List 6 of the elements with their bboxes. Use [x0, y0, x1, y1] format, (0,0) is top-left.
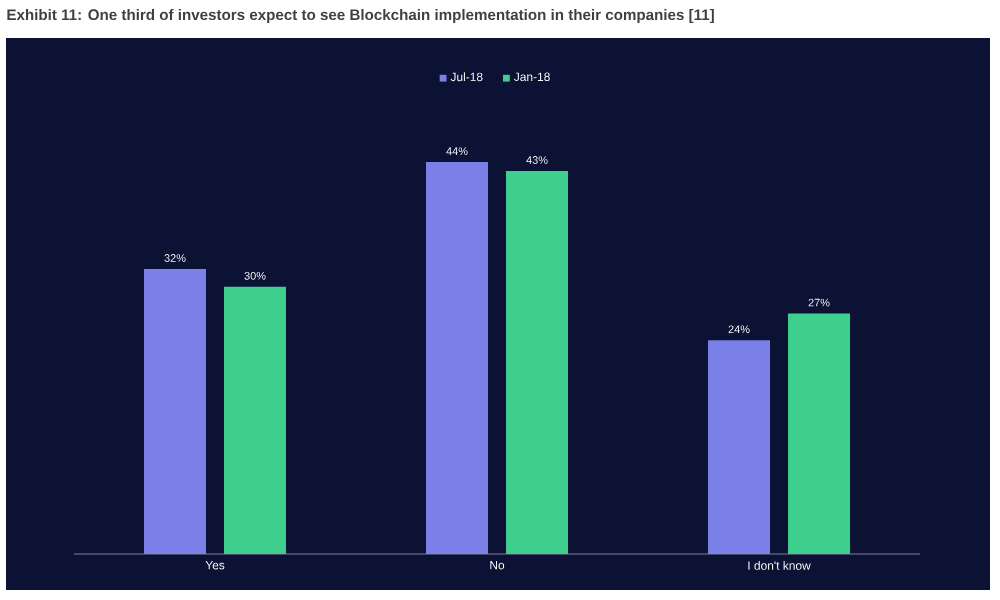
bar: [144, 268, 207, 554]
bar: [506, 170, 569, 554]
bar: [224, 286, 287, 554]
bar: [788, 313, 851, 554]
bar: [426, 162, 489, 554]
bar: [708, 340, 771, 554]
